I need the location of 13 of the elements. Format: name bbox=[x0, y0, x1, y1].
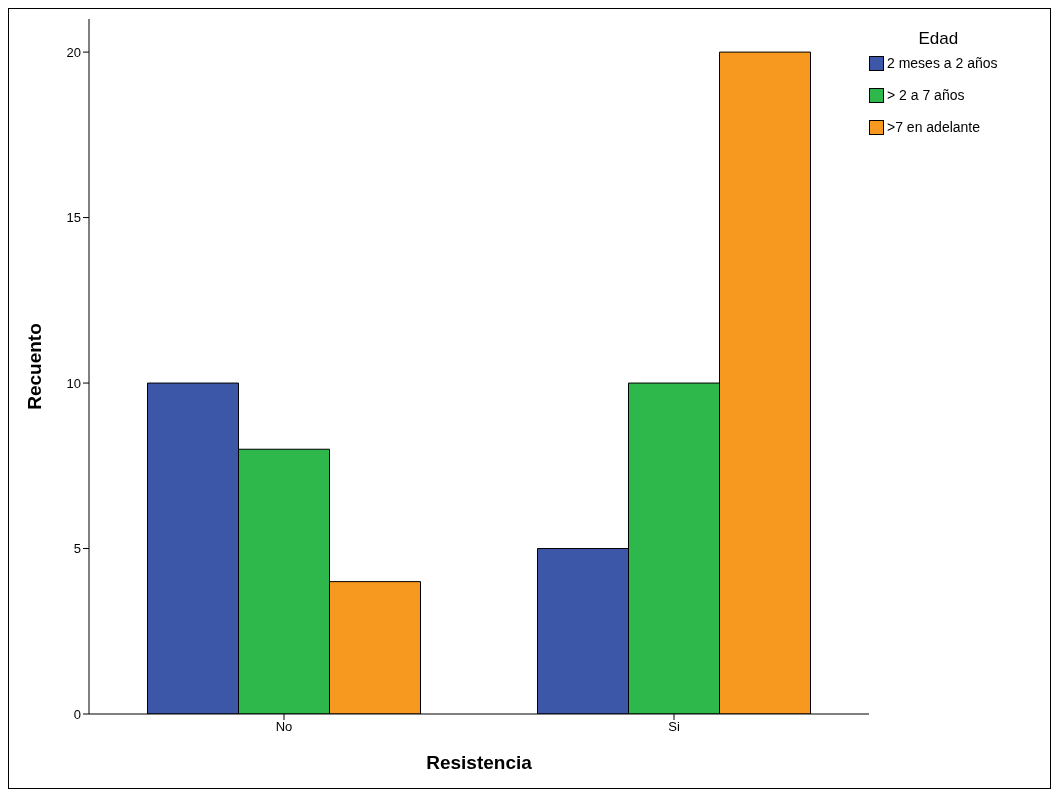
y-tick-label: 0 bbox=[73, 706, 81, 722]
y-tick-label: 20 bbox=[66, 44, 81, 60]
y-tick-label: 15 bbox=[66, 210, 81, 226]
y-axis-title: Recuento bbox=[23, 323, 45, 410]
legend-title: Edad bbox=[917, 29, 960, 49]
legend-label: >7 en adelante bbox=[887, 119, 981, 135]
legend-label: 2 meses a 2 años bbox=[887, 55, 998, 71]
y-tick-label: 10 bbox=[66, 375, 81, 391]
x-tick-label: Si bbox=[668, 719, 680, 735]
legend-label: > 2 a 7 años bbox=[887, 87, 965, 103]
x-tick-label: No bbox=[275, 719, 293, 735]
y-tick-label: 5 bbox=[73, 541, 81, 557]
x-axis-title: Resistencia bbox=[426, 752, 533, 773]
